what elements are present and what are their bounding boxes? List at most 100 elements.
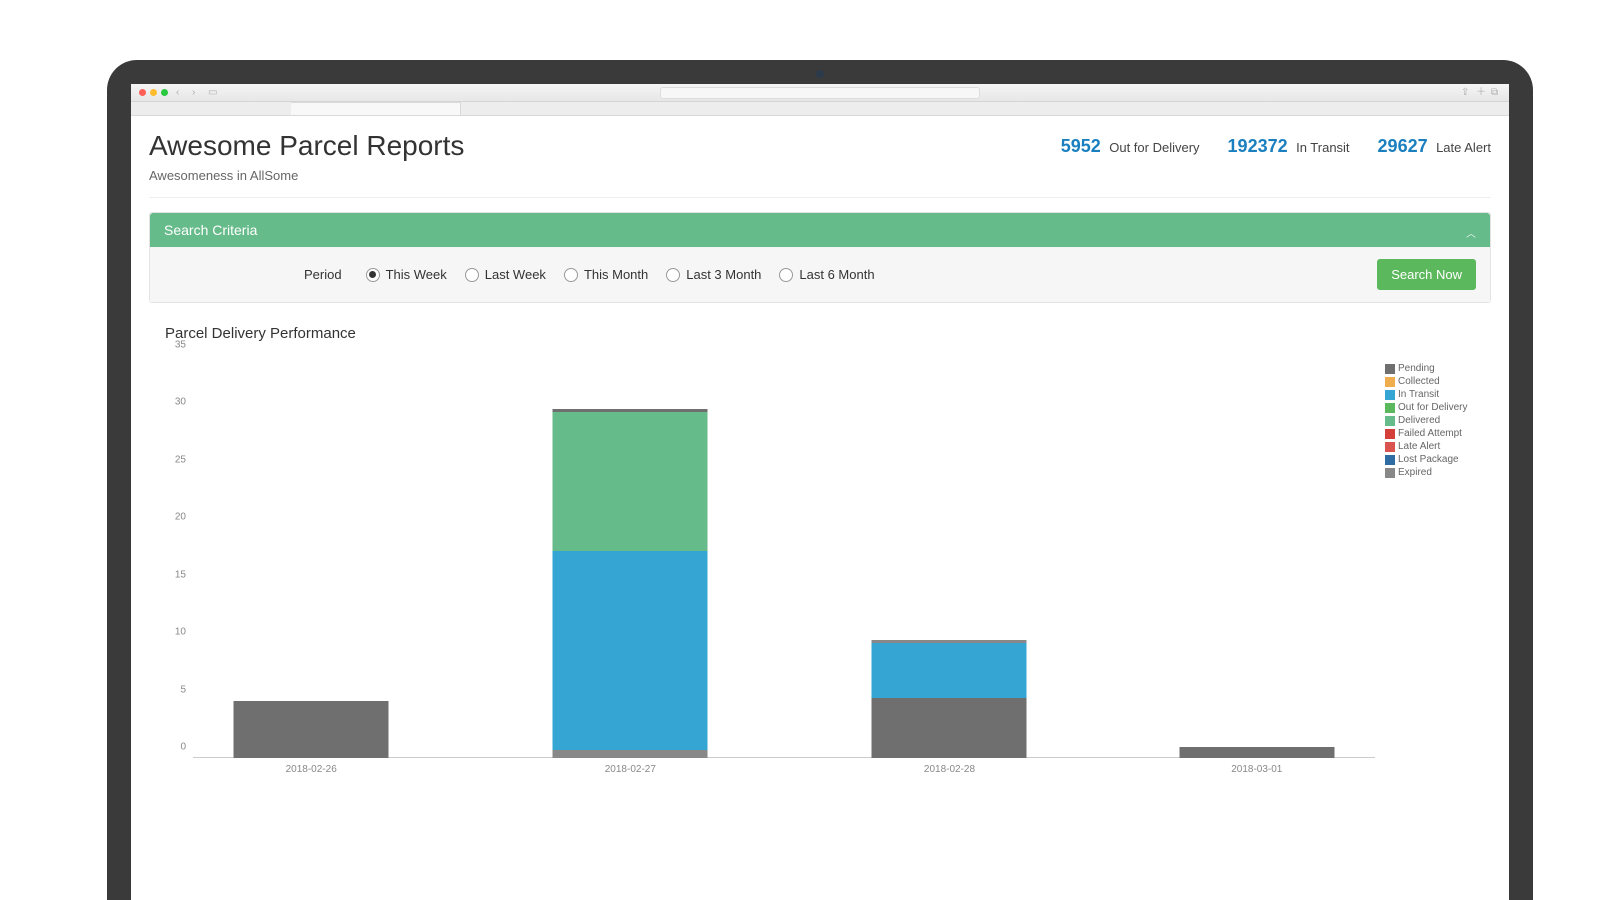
chart-area: 05101520253035 2018-02-262018-02-272018-… <box>155 354 1485 784</box>
page-subtitle: Awesomeness in AllSome <box>149 168 464 183</box>
tabs-icon[interactable]: ⧉ <box>1491 88 1501 98</box>
chart-legend: PendingCollectedIn TransitOut for Delive… <box>1385 362 1485 479</box>
browser-tab[interactable] <box>291 102 461 115</box>
x-label: 2018-03-01 <box>1231 764 1282 775</box>
traffic-lights <box>139 89 168 96</box>
radio-last-3-month[interactable]: Last 3 Month <box>666 267 761 282</box>
radio-label: This Week <box>386 267 447 282</box>
radio-icon <box>779 268 793 282</box>
stat-value: 29627 <box>1378 136 1428 156</box>
legend-item[interactable]: Out for Delivery <box>1385 401 1485 414</box>
stat-in-transit[interactable]: 192372 In Transit <box>1228 136 1350 157</box>
y-tick: 0 <box>180 742 186 753</box>
stat-value: 192372 <box>1228 136 1288 156</box>
legend-label: Failed Attempt <box>1398 427 1462 440</box>
bar-segment <box>553 750 708 758</box>
bar-segment <box>553 412 708 551</box>
bar-group[interactable] <box>872 640 1027 758</box>
bar-group[interactable] <box>234 701 389 758</box>
monitor-frame: ‹ › ▭ ⇪ ＋ ⧉ Awesome Parcel Reports Aweso… <box>107 60 1533 900</box>
bar-segment <box>553 551 708 750</box>
y-tick: 25 <box>175 454 186 465</box>
bar-segment <box>1179 747 1334 758</box>
chevron-up-icon[interactable]: ︿ <box>1466 225 1476 235</box>
page-content: Awesome Parcel Reports Awesomeness in Al… <box>131 116 1509 784</box>
share-icon[interactable]: ⇪ <box>1461 88 1471 98</box>
bar-group[interactable] <box>1179 747 1334 758</box>
legend-item[interactable]: Expired <box>1385 466 1485 479</box>
legend-swatch-icon <box>1385 390 1395 400</box>
sidebar-icon[interactable]: ▭ <box>208 88 218 98</box>
legend-item[interactable]: Delivered <box>1385 414 1485 427</box>
search-panel: Search Criteria ︿ Period This Week Last … <box>149 212 1491 303</box>
radio-this-month[interactable]: This Month <box>564 267 648 282</box>
legend-item[interactable]: Late Alert <box>1385 440 1485 453</box>
legend-swatch-icon <box>1385 364 1395 374</box>
legend-swatch-icon <box>1385 416 1395 426</box>
radio-last-week[interactable]: Last Week <box>465 267 546 282</box>
radio-last-6-month[interactable]: Last 6 Month <box>779 267 874 282</box>
legend-swatch-icon <box>1385 455 1395 465</box>
minimize-icon[interactable] <box>150 89 157 96</box>
y-tick: 30 <box>175 397 186 408</box>
legend-label: Late Alert <box>1398 440 1440 453</box>
radio-icon <box>666 268 680 282</box>
search-header[interactable]: Search Criteria ︿ <box>150 213 1490 247</box>
stat-label: In Transit <box>1296 140 1349 155</box>
stat-label: Out for Delivery <box>1109 140 1199 155</box>
search-now-button[interactable]: Search Now <box>1377 259 1476 290</box>
stat-value: 5952 <box>1061 136 1101 156</box>
legend-label: Lost Package <box>1398 453 1459 466</box>
legend-item[interactable]: Pending <box>1385 362 1485 375</box>
radio-this-week[interactable]: This Week <box>366 267 447 282</box>
bar-segment <box>872 698 1027 758</box>
x-label: 2018-02-28 <box>924 764 975 775</box>
y-tick: 5 <box>180 684 186 695</box>
legend-swatch-icon <box>1385 377 1395 387</box>
back-icon[interactable]: ‹ <box>176 88 186 98</box>
y-tick: 20 <box>175 512 186 523</box>
divider <box>149 197 1491 198</box>
forward-icon[interactable]: › <box>192 88 202 98</box>
x-label: 2018-02-27 <box>605 764 656 775</box>
radio-label: Last 6 Month <box>799 267 874 282</box>
address-bar[interactable] <box>660 87 980 99</box>
radio-label: Last 3 Month <box>686 267 761 282</box>
period-label: Period <box>304 267 342 282</box>
legend-label: Pending <box>1398 362 1435 375</box>
close-icon[interactable] <box>139 89 146 96</box>
legend-label: In Transit <box>1398 388 1439 401</box>
chart-panel: Parcel Delivery Performance 051015202530… <box>149 313 1491 784</box>
y-tick: 15 <box>175 569 186 580</box>
legend-swatch-icon <box>1385 442 1395 452</box>
stat-late-alert[interactable]: 29627 Late Alert <box>1378 136 1491 157</box>
camera-dot <box>816 70 824 78</box>
legend-swatch-icon <box>1385 403 1395 413</box>
legend-label: Collected <box>1398 375 1440 388</box>
tab-strip <box>131 102 1509 116</box>
legend-item[interactable]: Failed Attempt <box>1385 427 1485 440</box>
y-tick: 10 <box>175 627 186 638</box>
legend-item[interactable]: In Transit <box>1385 388 1485 401</box>
radio-icon <box>366 268 380 282</box>
period-radio-group: Period This Week Last Week This Month <box>304 267 875 282</box>
bar-segment <box>234 701 389 758</box>
legend-item[interactable]: Lost Package <box>1385 453 1485 466</box>
plot-area <box>193 354 1375 758</box>
search-header-label: Search Criteria <box>164 222 257 238</box>
legend-item[interactable]: Collected <box>1385 375 1485 388</box>
add-icon[interactable]: ＋ <box>1476 88 1486 98</box>
bar-group[interactable] <box>553 409 708 758</box>
stat-out-for-delivery[interactable]: 5952 Out for Delivery <box>1061 136 1200 157</box>
legend-label: Out for Delivery <box>1398 401 1467 414</box>
legend-label: Expired <box>1398 466 1432 479</box>
search-body: Period This Week Last Week This Month <box>150 247 1490 302</box>
y-axis: 05101520253035 <box>155 354 190 758</box>
x-axis: 2018-02-26 2018-02-27 2018-02-28 2018-03-01 <box>193 764 1375 784</box>
header-stats: 5952 Out for Delivery 192372 In Transit … <box>1061 136 1491 157</box>
x-label: 2018-02-26 <box>286 764 337 775</box>
y-tick: 35 <box>175 340 186 351</box>
maximize-icon[interactable] <box>161 89 168 96</box>
radio-icon <box>564 268 578 282</box>
browser-chrome: ‹ › ▭ ⇪ ＋ ⧉ <box>131 84 1509 102</box>
